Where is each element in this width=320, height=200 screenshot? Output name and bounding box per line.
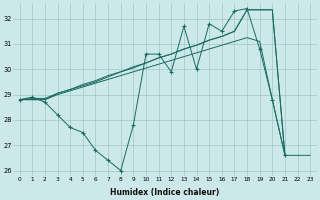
X-axis label: Humidex (Indice chaleur): Humidex (Indice chaleur)	[110, 188, 220, 197]
